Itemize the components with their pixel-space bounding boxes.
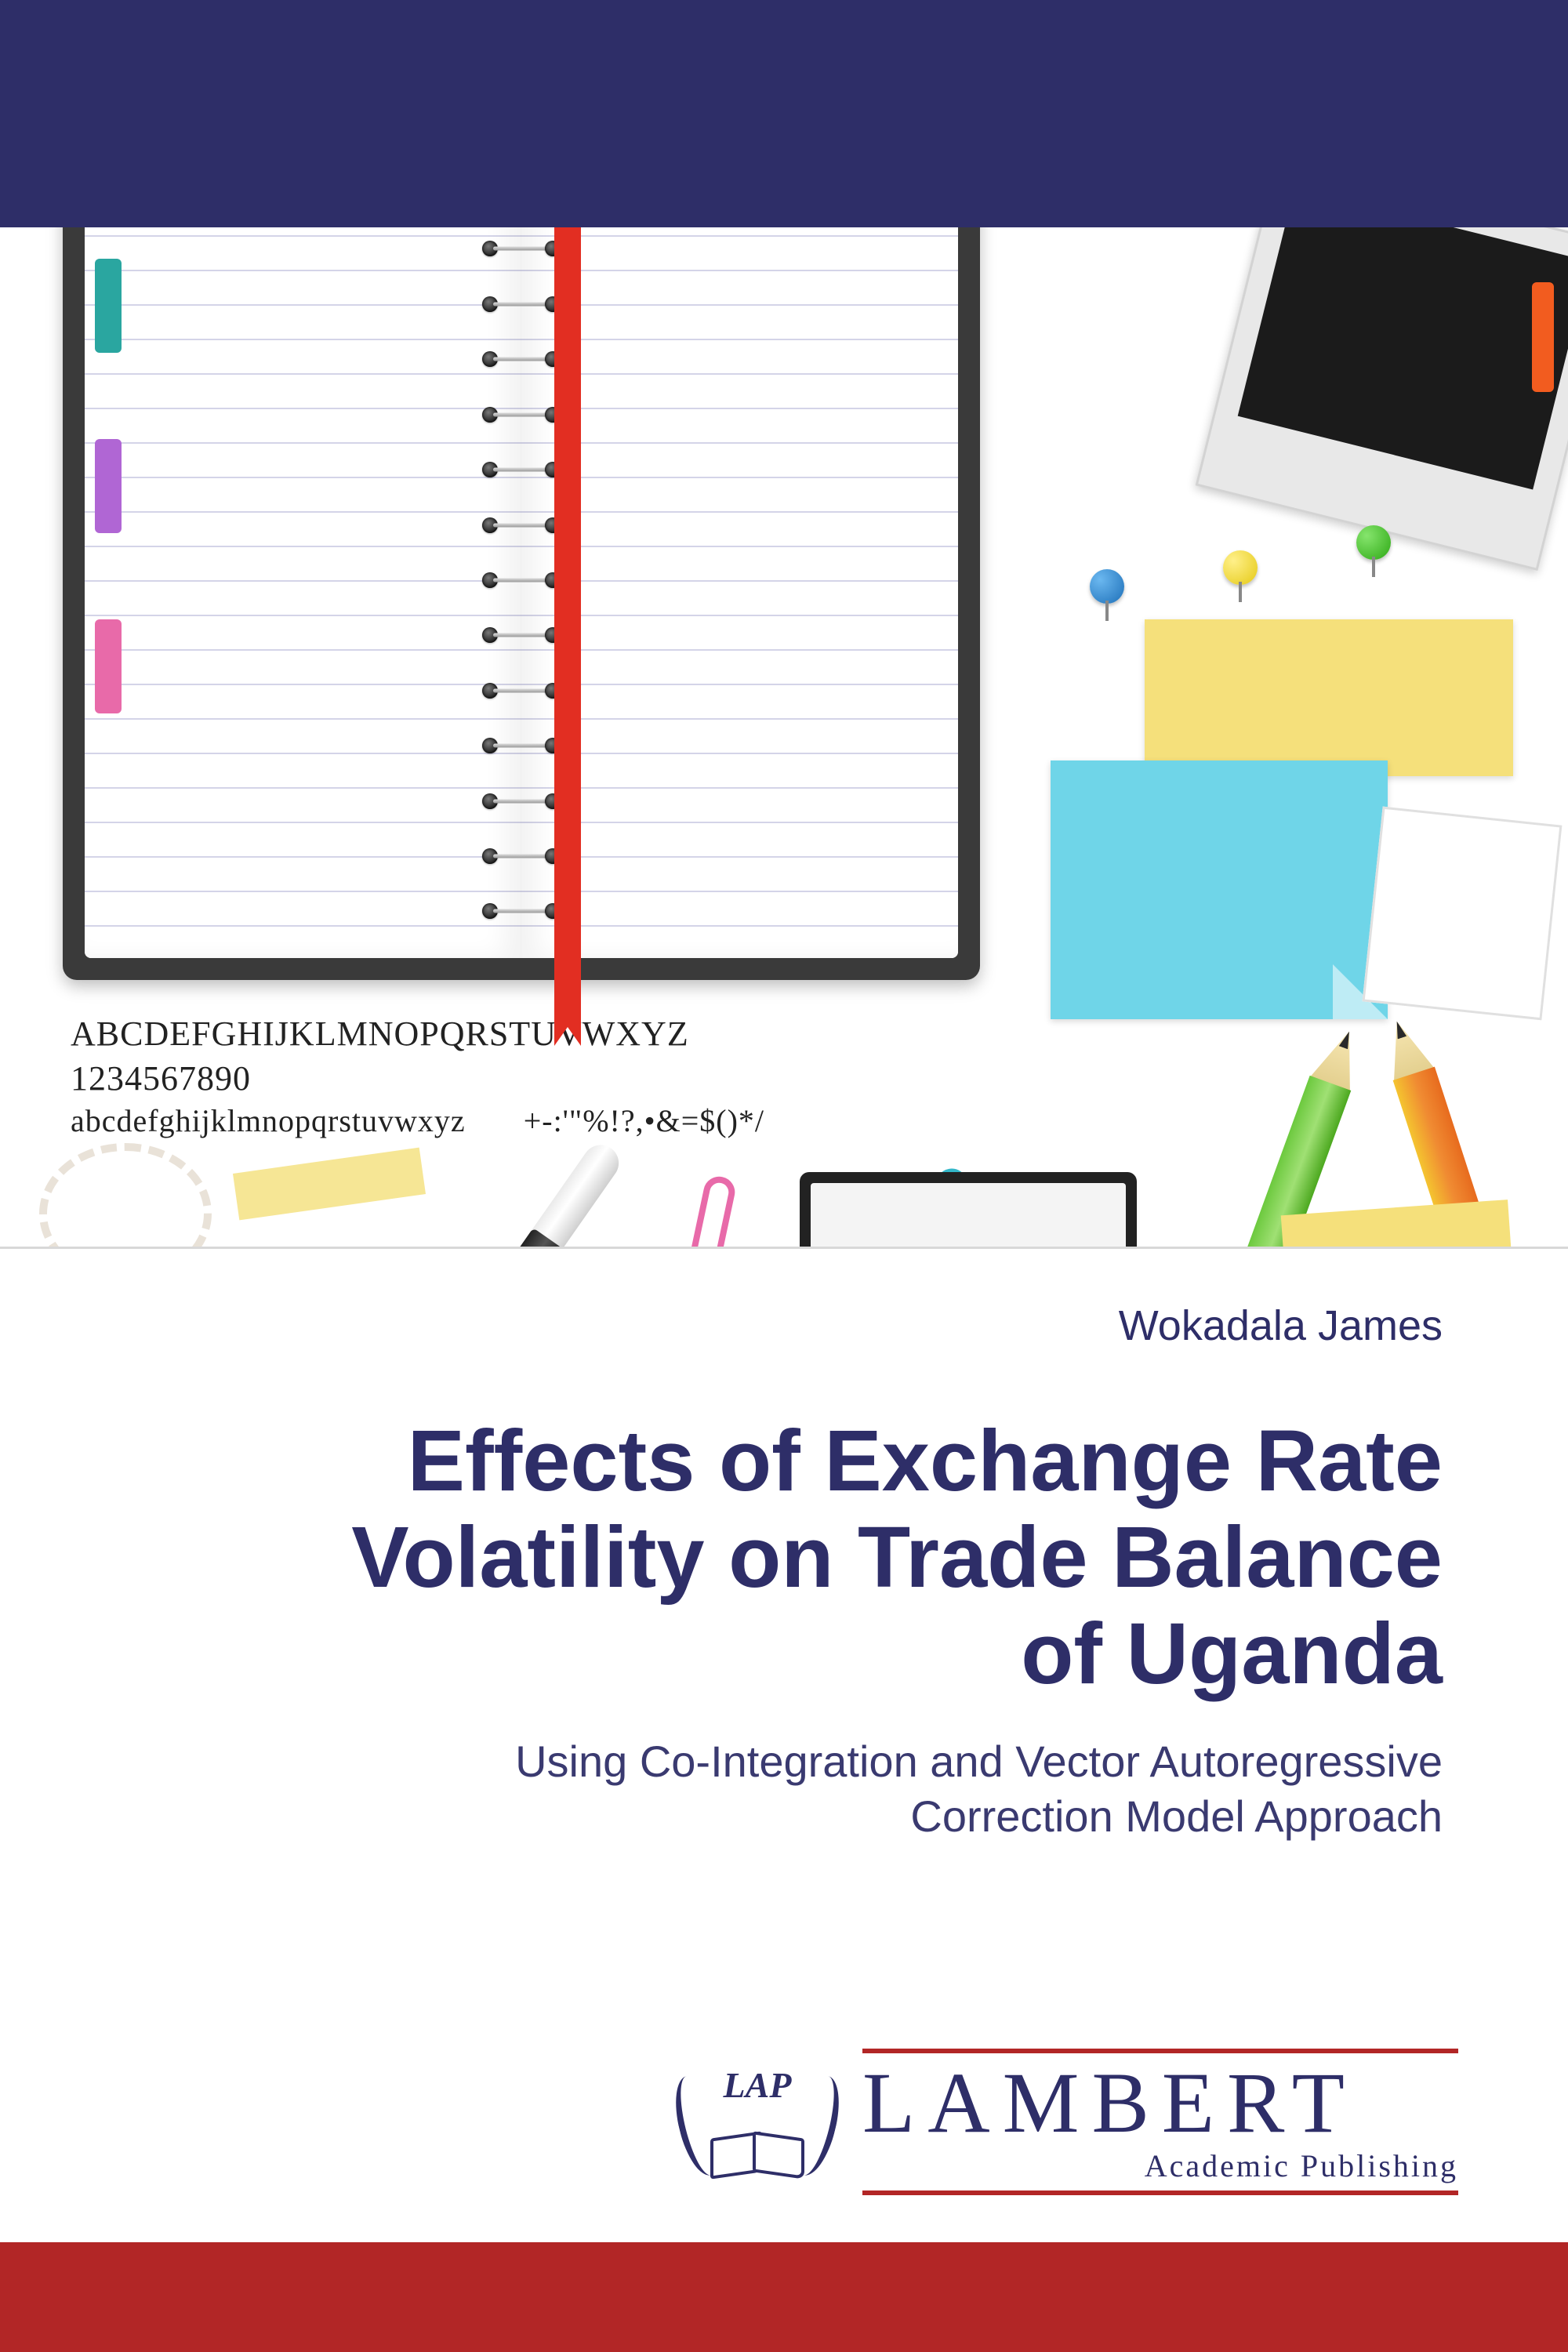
pushpin-yellow (1223, 550, 1258, 585)
sticky-note-small (1281, 1200, 1519, 1247)
tape-strip (233, 1148, 426, 1221)
publisher-text: LAMBERT Academic Publishing (862, 2049, 1458, 2195)
tablet-device (800, 1172, 1137, 1247)
open-book-icon (710, 2135, 804, 2177)
alphabet-digits: 1234567890 (71, 1056, 251, 1101)
right-edge-tab (1532, 282, 1554, 392)
title-line: Volatility on Trade Balance (125, 1509, 1443, 1606)
publisher-logo: LAP LAMBERT Academic Publishing (679, 2049, 1458, 2195)
author-name: Wokadala James (125, 1301, 1443, 1350)
horizontal-divider (0, 1247, 1568, 1249)
polaroid-photo (1196, 227, 1568, 571)
lap-badge: LAP (679, 2060, 836, 2185)
subtitle-line: Correction Model Approach (125, 1789, 1443, 1844)
pushpins (1090, 525, 1450, 619)
book-subtitle: Using Co-Integration and Vector Autoregr… (125, 1734, 1443, 1844)
alphabet-upper: ABCDEFGHIJKLMNOPQRSTUVWXYZ (71, 1011, 689, 1056)
title-line: Effects of Exchange Rate (125, 1413, 1443, 1509)
paperclip-pink (689, 1174, 738, 1247)
notebook-tab-purple (95, 439, 122, 533)
sticky-note-blue (1051, 760, 1388, 1019)
handwritten-alphabet: ABCDEFGHIJKLMNOPQRSTUVWXYZ 1234567890 ab… (71, 1011, 964, 1142)
title-line: of Uganda (125, 1606, 1443, 1702)
notebook-tab-pink (95, 619, 122, 713)
publisher-sub: Academic Publishing (862, 2147, 1458, 2184)
notebook-tab-teal (95, 259, 122, 353)
lap-text: LAP (724, 2064, 792, 2106)
subtitle-line: Using Co-Integration and Vector Autoregr… (125, 1734, 1443, 1789)
pushpin-green (1356, 525, 1391, 560)
cover-text: Wokadala James Effects of Exchange Rate … (125, 1301, 1443, 1844)
bottom-band (0, 2242, 1568, 2352)
coffee-stain (39, 1143, 212, 1247)
spiral-notebook (63, 227, 980, 980)
sticky-note-white (1363, 807, 1563, 1021)
publisher-name: LAMBERT (862, 2060, 1458, 2146)
pushpin-blue (1090, 569, 1124, 604)
cover-illustration: ABCDEFGHIJKLMNOPQRSTUVWXYZ 1234567890 ab… (0, 227, 1568, 1247)
sticky-note-yellow (1145, 619, 1513, 776)
book-title: Effects of Exchange Rate Volatility on T… (125, 1413, 1443, 1703)
publisher-rule-top (862, 2049, 1458, 2053)
bookmark-ribbon (554, 227, 581, 1027)
publisher-rule-bottom (862, 2190, 1458, 2195)
top-band (0, 0, 1568, 227)
notebook-spiral (482, 227, 561, 958)
desk-clutter (0, 1129, 1568, 1247)
